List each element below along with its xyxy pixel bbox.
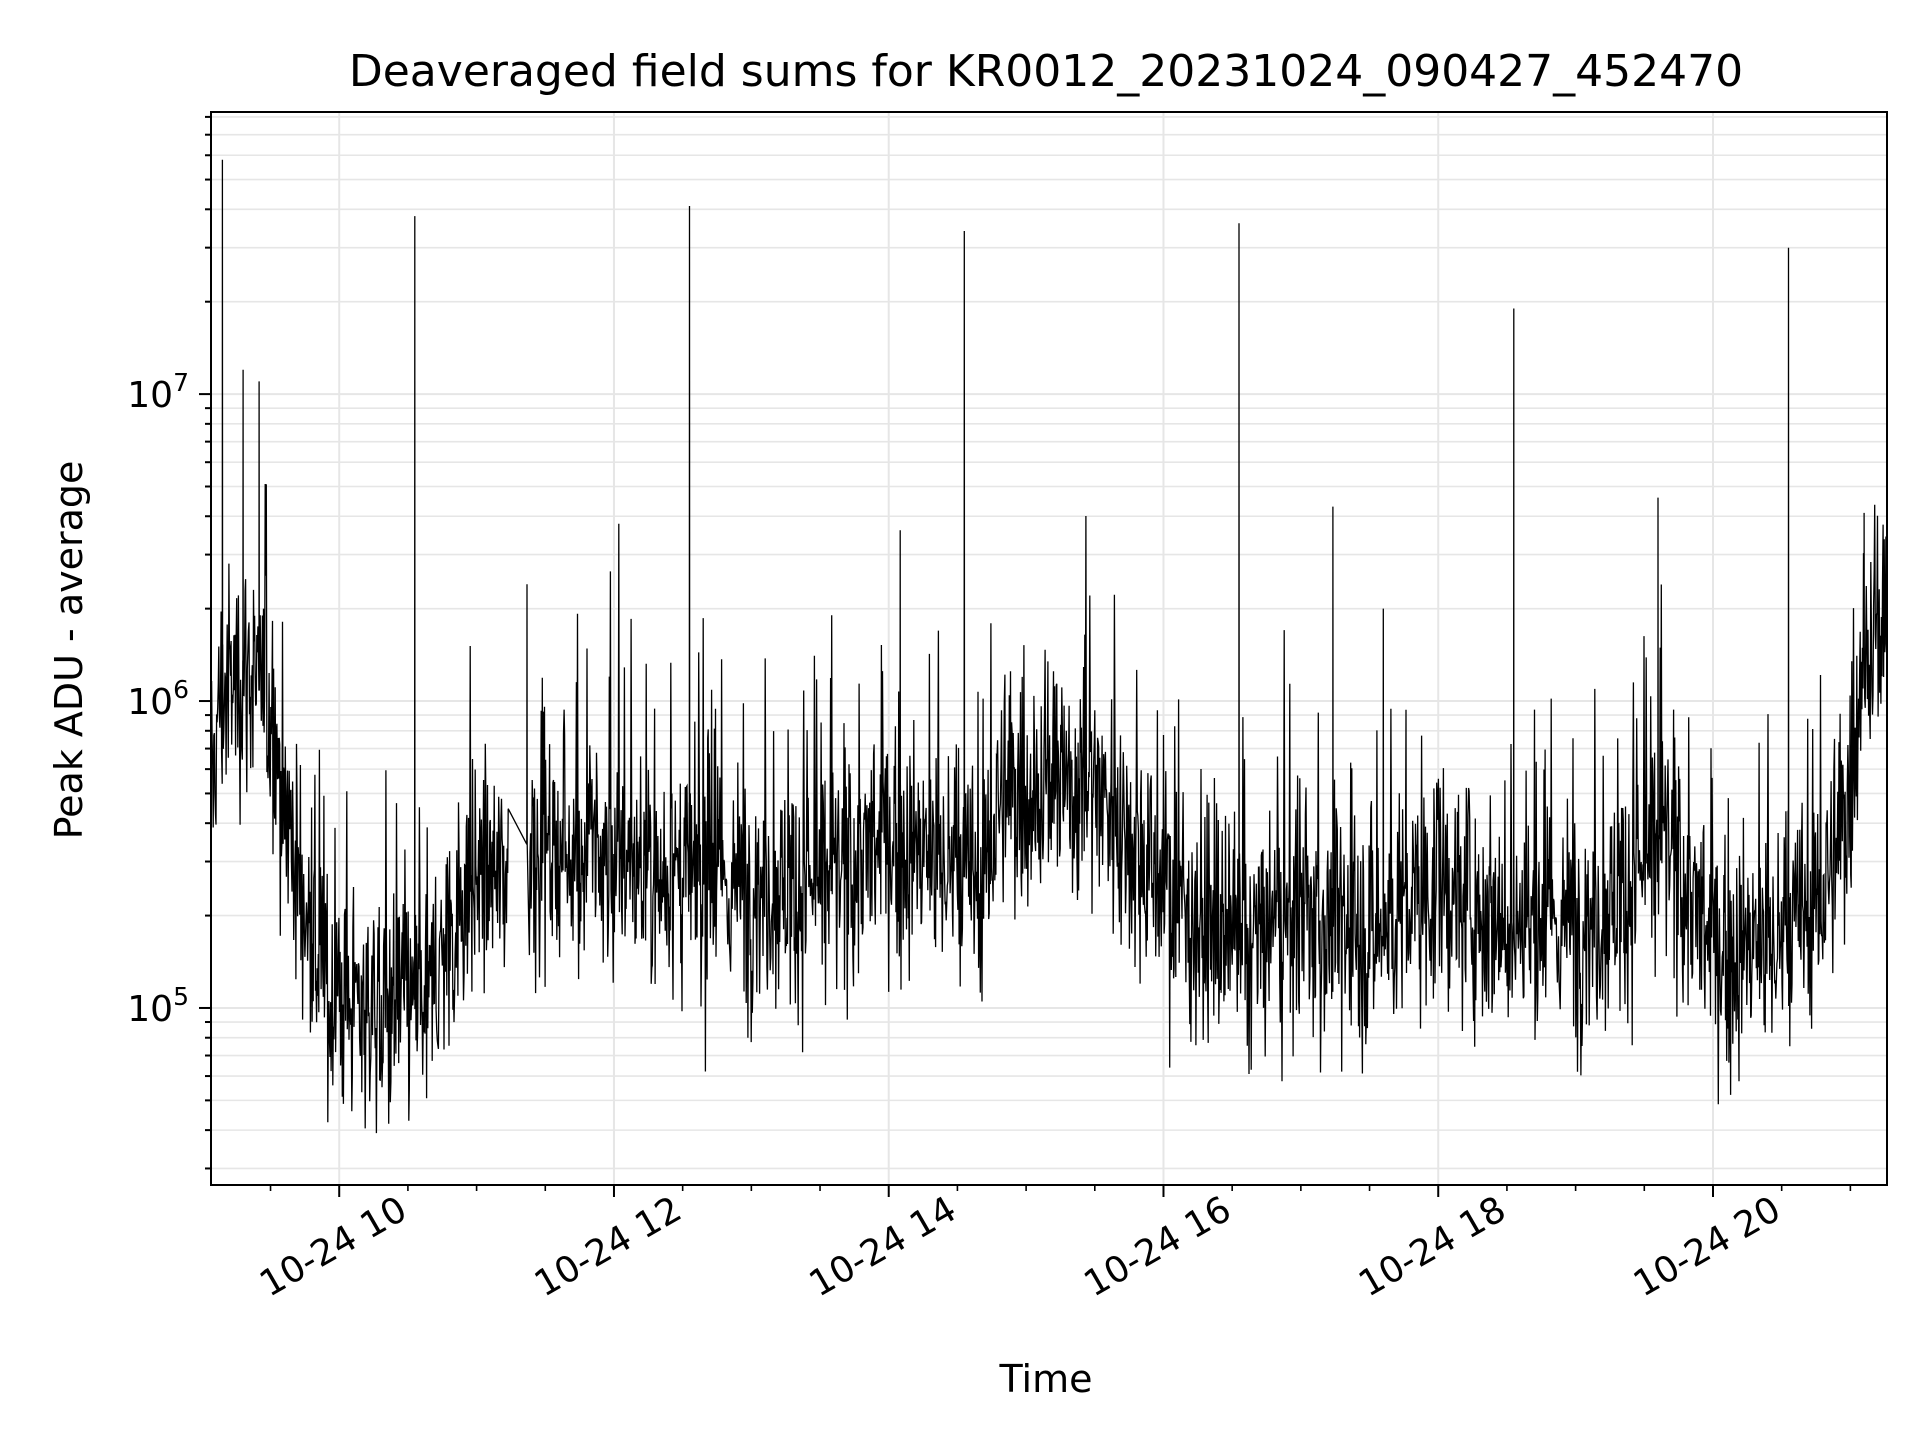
y-tick-label: 105 <box>127 982 189 1030</box>
y-tick-label: 106 <box>127 675 189 723</box>
series-layer <box>210 159 1888 1134</box>
y-tick-label: 107 <box>127 368 189 416</box>
chart-title: Deaveraged field sums for KR0012_2023102… <box>349 46 1743 97</box>
plot-frame <box>210 111 1888 1186</box>
y-axis-label: Peak ADU - average <box>47 461 91 840</box>
x-axis-label: Time <box>999 1357 1093 1401</box>
series-line <box>210 159 1888 1134</box>
